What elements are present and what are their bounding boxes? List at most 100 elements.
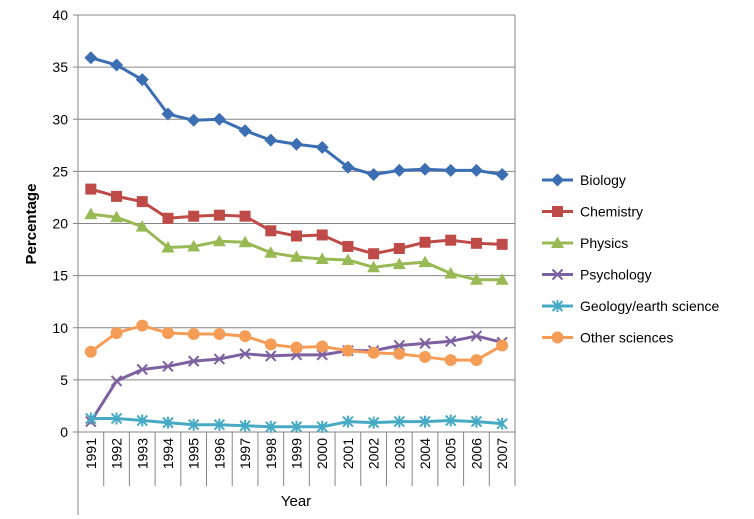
series-geology-earth-science: [85, 412, 508, 433]
data-point: [188, 210, 200, 222]
legend-item: Other sciences: [542, 330, 673, 346]
data-point: [187, 328, 200, 341]
data-point: [470, 354, 483, 367]
data-point: [162, 212, 174, 224]
data-point: [367, 168, 381, 182]
data-point: [496, 238, 508, 250]
data-point: [136, 319, 149, 332]
data-point: [418, 162, 432, 176]
data-point: [136, 414, 148, 427]
data-point: [393, 243, 405, 255]
data-point: [135, 73, 149, 87]
data-point: [213, 209, 225, 221]
data-point: [470, 415, 483, 428]
x-axis-title: Year: [281, 493, 311, 510]
data-point: [367, 416, 380, 429]
data-point: [315, 140, 329, 154]
data-point: [290, 250, 303, 262]
data-point: [187, 113, 201, 127]
data-point: [238, 235, 252, 248]
data-point: [418, 255, 432, 268]
data-point: [495, 273, 509, 285]
data-point: [264, 246, 278, 258]
data-point: [470, 237, 482, 249]
data-point: [110, 210, 124, 223]
series-physics: [84, 207, 509, 285]
data-point: [444, 267, 458, 279]
data-point: [419, 236, 431, 248]
legend-item: Chemistry: [542, 204, 643, 220]
y-tick-label: 25: [52, 163, 68, 179]
data-point: [110, 326, 123, 339]
marker-x: [551, 268, 564, 281]
series-biology: [84, 51, 509, 182]
data-point: [316, 349, 328, 361]
data-point: [444, 354, 457, 367]
data-point: [84, 51, 98, 65]
data-point: [290, 420, 303, 433]
y-tick-label: 40: [52, 7, 68, 23]
legend-label: Chemistry: [580, 204, 643, 220]
y-tick-label: 10: [52, 320, 68, 336]
data-point: [187, 418, 200, 431]
data-point: [445, 335, 457, 348]
y-tick-label: 20: [52, 216, 68, 232]
data-point: [265, 420, 277, 433]
x-tick-label: 1991: [83, 438, 99, 469]
data-point: [265, 350, 277, 362]
data-point: [110, 375, 123, 387]
data-point: [161, 107, 175, 121]
series-line: [90, 56, 503, 177]
data-point: [212, 112, 226, 126]
x-tick-label: 1994: [160, 438, 176, 469]
data-point: [316, 229, 328, 241]
legend-label: Physics: [580, 235, 628, 251]
data-point: [496, 417, 508, 430]
data-point: [469, 273, 483, 285]
x-tick-label: 2004: [417, 438, 433, 469]
marker-diamond: [551, 173, 564, 187]
data-point: [213, 353, 226, 365]
series-group: [84, 51, 509, 433]
data-point: [316, 340, 329, 353]
series-line: [90, 187, 503, 256]
marker-triangle: [551, 236, 564, 248]
data-point: [85, 183, 97, 195]
data-point: [187, 239, 201, 252]
marker-square: [552, 206, 563, 217]
data-point: [392, 163, 406, 177]
data-point: [290, 137, 303, 151]
data-point: [187, 355, 200, 367]
data-point: [162, 416, 174, 429]
data-point: [444, 163, 458, 177]
y-tick-label: 15: [52, 268, 68, 284]
data-point: [110, 58, 124, 72]
data-point: [368, 248, 380, 260]
x-tick-label: 1996: [211, 438, 227, 469]
legend-label: Psychology: [580, 267, 652, 283]
x-tick-label: 2003: [391, 438, 407, 469]
data-point: [341, 160, 355, 174]
data-point: [342, 240, 354, 252]
legend-item: Psychology: [542, 267, 652, 283]
data-point: [419, 337, 431, 350]
legend-label: Other sciences: [580, 330, 673, 346]
data-point: [393, 415, 406, 428]
x-tick-label: 1997: [237, 438, 253, 469]
data-point: [265, 225, 277, 237]
data-point: [264, 133, 278, 147]
data-point: [162, 360, 174, 373]
data-point: [161, 326, 174, 339]
data-point: [419, 415, 431, 428]
data-point: [291, 230, 302, 242]
marker-star: [551, 300, 564, 312]
x-axis-ticks: 1991 1992 1993 1994 1995 1996 1997 1998 1999 2000…: [77, 432, 516, 486]
y-tick-label: 5: [60, 372, 68, 388]
y-axis-ticks: 0 5 10 15 20 25 30 35 40: [52, 7, 78, 440]
x-tick-label: 1992: [109, 438, 125, 469]
legend-item: Biology: [542, 172, 626, 188]
data-point: [213, 418, 226, 431]
data-point: [239, 419, 251, 432]
data-point: [213, 328, 226, 341]
